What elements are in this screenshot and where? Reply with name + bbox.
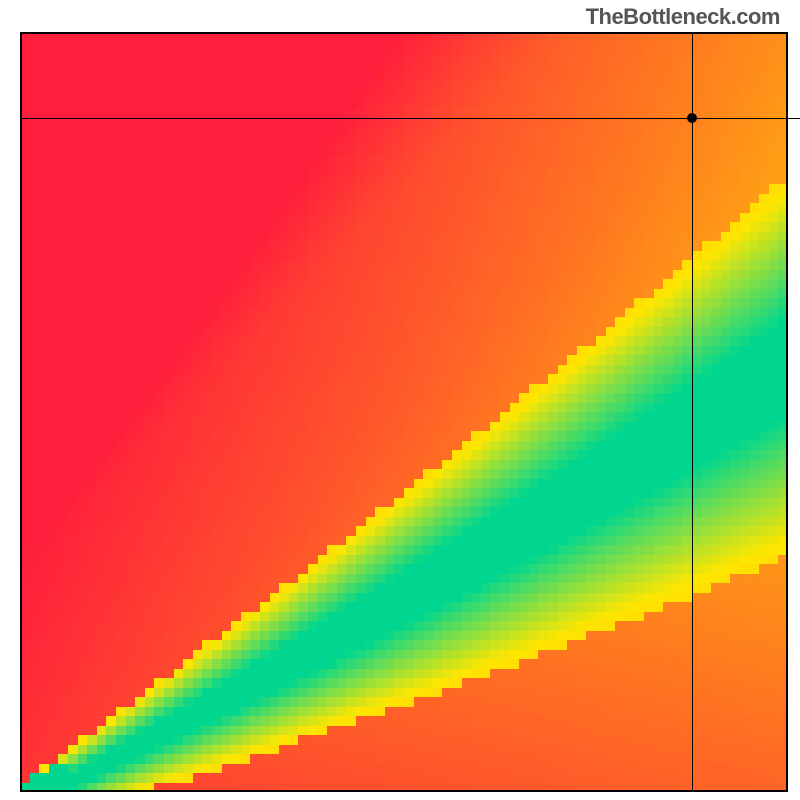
watermark-text: TheBottleneck.com: [586, 4, 780, 30]
crosshair-marker: [687, 113, 697, 123]
crosshair-horizontal: [20, 118, 800, 119]
crosshair-vertical: [692, 32, 693, 792]
bottleneck-heatmap: [20, 32, 788, 792]
